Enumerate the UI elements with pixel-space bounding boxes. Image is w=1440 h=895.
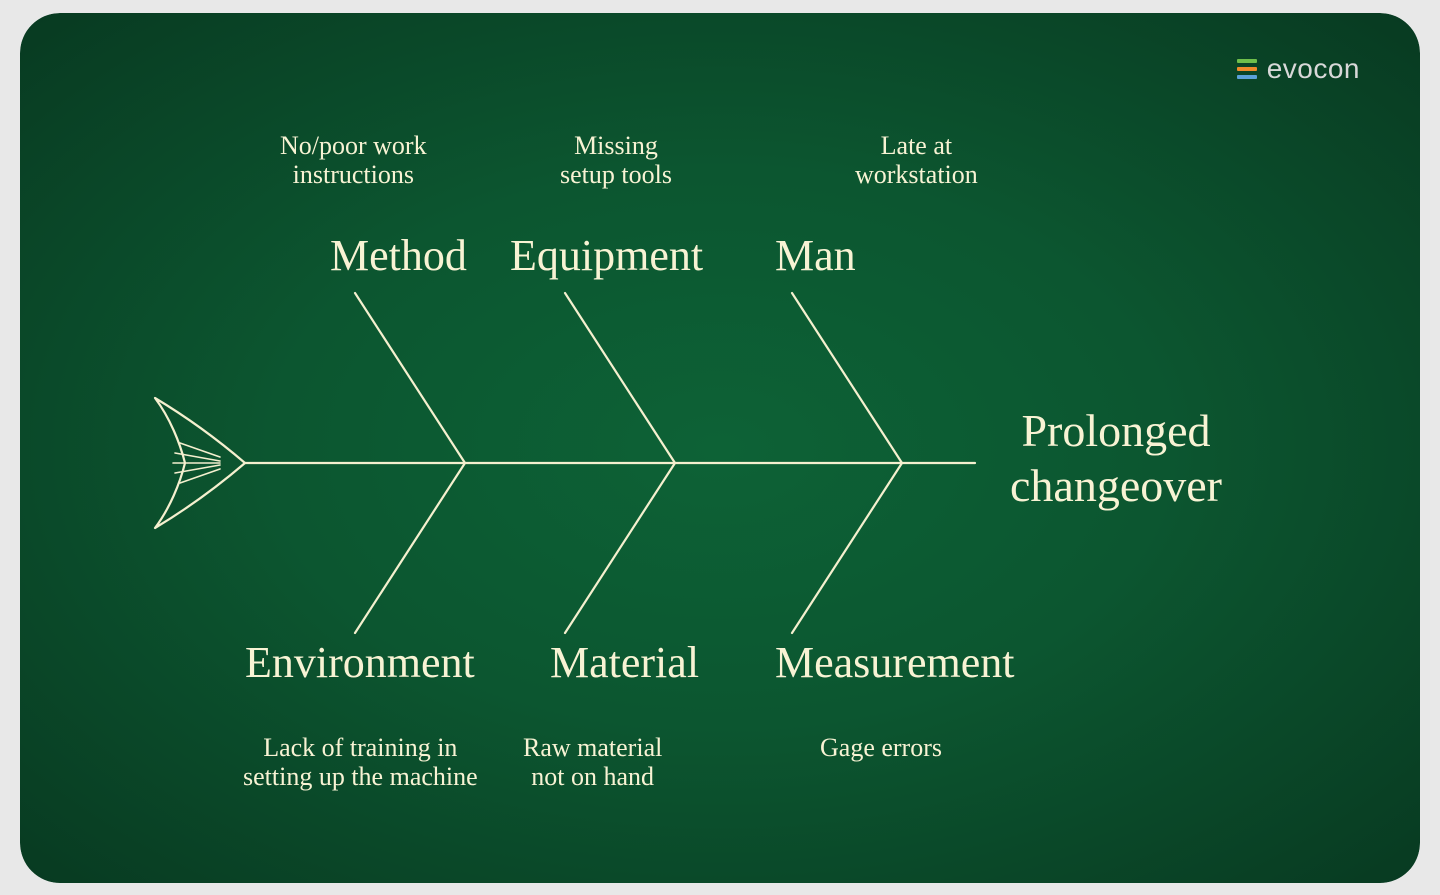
subcause-equipment: Missing setup tools [560,131,672,191]
effect-label: Prolonged changeover [1010,403,1222,513]
subcause-material: Raw material not on hand [523,733,662,793]
subcause-man: Late at workstation [855,131,978,191]
category-measurement: Measurement [775,638,1014,689]
category-man: Man [775,231,856,282]
logo-bar-2 [1237,67,1257,71]
logo-text: evocon [1267,53,1360,85]
chalkboard: evocon Method Equipment Man No/poor work… [20,13,1420,883]
category-material: Material [550,638,699,689]
logo-mark-icon [1237,59,1257,79]
subcause-environment: Lack of training in setting up the machi… [243,733,478,793]
subcause-method: No/poor work instructions [280,131,427,191]
brand-logo: evocon [1237,53,1360,85]
logo-bar-1 [1237,59,1257,63]
category-method: Method [330,231,467,282]
subcause-measurement: Gage errors [820,733,942,763]
logo-bar-3 [1237,75,1257,79]
category-environment: Environment [245,638,475,689]
category-equipment: Equipment [510,231,703,282]
